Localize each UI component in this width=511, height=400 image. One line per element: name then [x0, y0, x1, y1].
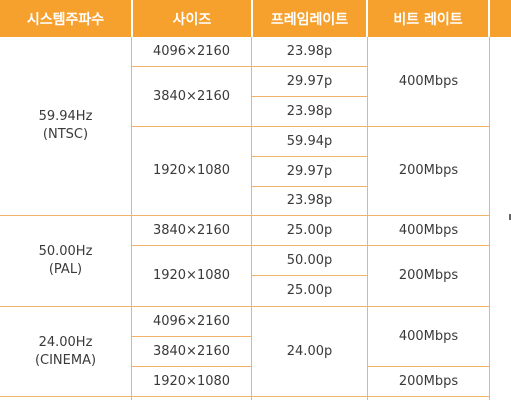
header-extra: [490, 0, 511, 37]
bit-rate-cell: 400Mbps: [398, 73, 459, 89]
grid-line-size: [131, 126, 251, 127]
size-cell: 3840×2160: [152, 343, 231, 359]
grid-line-v3: [367, 37, 368, 400]
grid-line-bitrate: [367, 245, 489, 246]
size-cell: 1920×1080: [152, 163, 231, 178]
grid-line-v2: [251, 37, 252, 400]
grid-line-size: [131, 366, 251, 367]
size-cell: 3840×2160: [152, 222, 231, 238]
grid-line-size: [131, 245, 251, 246]
grid-line-frame: [251, 275, 367, 276]
grid-line-frame: [251, 66, 367, 67]
bit-rate-cell: 200Mbps: [398, 163, 459, 178]
frame-rate-cell: 25.00p: [286, 222, 333, 238]
grid-line-frame: [251, 186, 367, 187]
frame-rate-cell: 59.94p: [286, 133, 333, 149]
system-frequency-cell: 59.94Hz (NTSC): [0, 37, 131, 215]
system-frequency-value: 59.94Hz: [38, 109, 93, 124]
system-frequency-standard: (CINEMA): [34, 352, 97, 368]
grid-line-frame: [251, 96, 367, 97]
grid-line-v4: [489, 37, 490, 400]
size-cell: 1920×1080: [152, 268, 231, 283]
bit-rate-cell: 400Mbps: [398, 222, 459, 238]
size-cell: 3840×2160: [152, 88, 231, 104]
header-frame-rate: 프레임레이트: [253, 0, 366, 37]
bit-rate-cell: 400Mbps: [398, 328, 459, 344]
header-system-frequency: 시스템주파수: [0, 0, 131, 37]
frame-rate-cell: 23.98p: [286, 103, 333, 119]
frame-rate-cell: 50.00p: [286, 252, 333, 268]
frame-rate-cell: 24.00p: [286, 343, 333, 359]
system-frequency-standard: (PAL): [48, 262, 83, 277]
size-cell: 4096×2160: [152, 313, 231, 329]
header-bit-rate: 비트 레이트: [368, 0, 488, 37]
bit-rate-cell: 200Mbps: [398, 373, 459, 389]
frame-rate-cell: 23.98p: [286, 43, 333, 59]
grid-line-size: [131, 336, 251, 337]
size-cell: 1920×1080: [152, 373, 231, 389]
grid-line-bottom: [0, 396, 489, 397]
frame-rate-cell: 29.97p: [286, 163, 333, 179]
grid-line-bitrate: [367, 126, 489, 127]
grid-line-bitrate: [367, 366, 489, 367]
system-frequency-cell: 24.00Hz (CINEMA): [0, 307, 131, 396]
system-frequency-cell: 50.00Hz (PAL): [0, 216, 131, 306]
frame-rate-cell: 23.98p: [286, 193, 333, 208]
grid-line-frame: [251, 245, 367, 246]
grid-line-frame: [251, 156, 367, 157]
grid-line-frame: [251, 126, 367, 127]
system-frequency-value: 24.00Hz: [38, 334, 93, 350]
header-size: 사이즈: [133, 0, 251, 37]
frame-rate-cell: 25.00p: [286, 283, 333, 298]
system-frequency-value: 50.00Hz: [38, 244, 93, 259]
grid-line-size: [131, 66, 251, 67]
grid-line-group-2: [0, 306, 489, 307]
system-frequency-standard: (NTSC): [42, 127, 89, 142]
clipped-column-fragment: [509, 214, 511, 220]
grid-line-v1: [131, 37, 132, 400]
grid-line-group-1: [0, 215, 489, 216]
bit-rate-cell: 200Mbps: [398, 268, 459, 283]
size-cell: 4096×2160: [152, 43, 231, 59]
frame-rate-cell: 29.97p: [286, 73, 333, 89]
